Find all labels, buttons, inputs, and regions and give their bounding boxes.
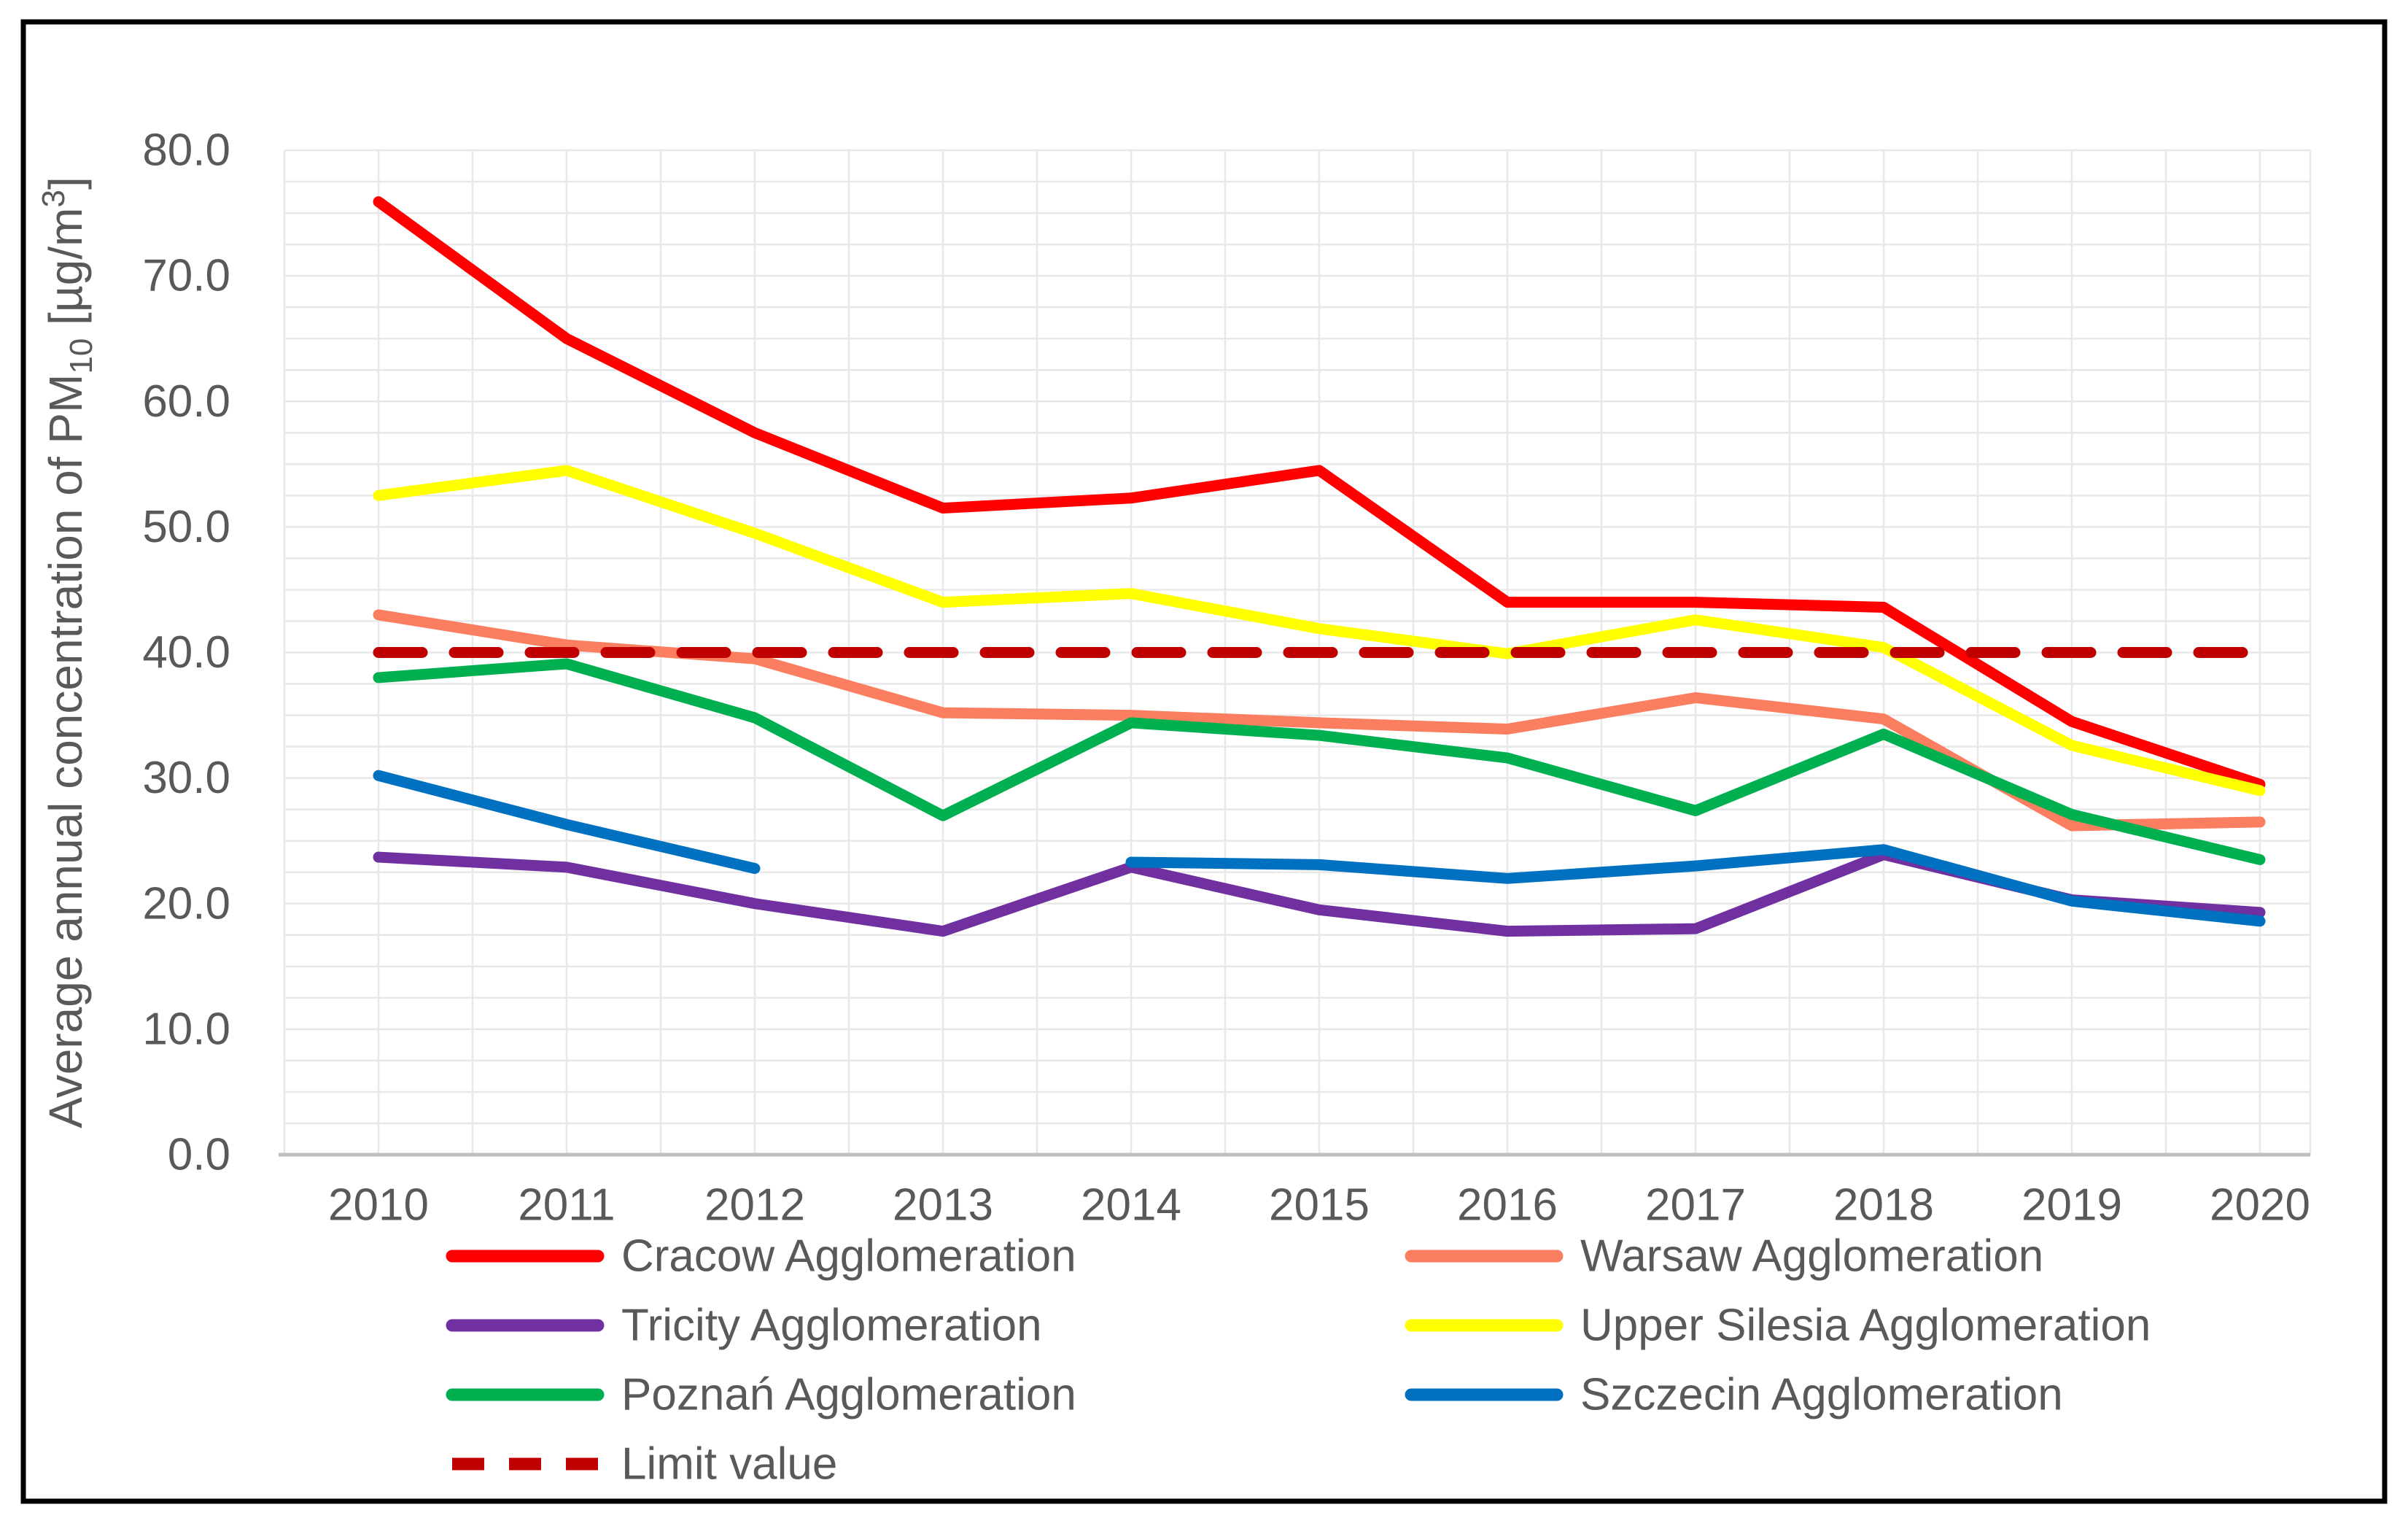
y-axis-tick-labels: 0.0 10.0 20.0 30.0 40.0 50.0 60.0 70.0 80.0 bbox=[142, 125, 230, 1180]
series-line-poznan bbox=[373, 658, 2266, 866]
legend-label-limit: Limit value bbox=[621, 1439, 837, 1490]
x-tick-label: 2015 bbox=[1269, 1180, 1370, 1231]
x-tick-label: 2016 bbox=[1457, 1180, 1558, 1231]
series-line-upper-silesia bbox=[373, 465, 2266, 797]
series-lines bbox=[373, 196, 2266, 937]
series-line-cracow bbox=[373, 196, 2266, 790]
x-tick-label: 2014 bbox=[1081, 1180, 1181, 1231]
x-tick-label: 2020 bbox=[2210, 1180, 2310, 1231]
legend-label-warsaw: Warsaw Agglomeration bbox=[1580, 1231, 2043, 1282]
x-tick-label: 2017 bbox=[1645, 1180, 1746, 1231]
y-tick-label: 40.0 bbox=[142, 627, 230, 678]
y-tick-label: 60.0 bbox=[142, 376, 230, 427]
x-tick-label: 2013 bbox=[893, 1180, 993, 1231]
x-tick-label: 2011 bbox=[518, 1180, 615, 1231]
x-tick-label: 2010 bbox=[328, 1180, 429, 1231]
series-line-szczecin bbox=[1125, 844, 2266, 927]
x-axis-tick-labels: 2010 2011 2012 2013 2014 2015 2016 2017 2018 2019… bbox=[328, 1180, 2310, 1231]
legend-label-cracow: Cracow Agglomeration bbox=[621, 1231, 1076, 1282]
y-tick-label: 0.0 bbox=[168, 1130, 230, 1180]
legend-label-szczecin: Szczecin Agglomeration bbox=[1580, 1370, 2063, 1420]
x-tick-label: 2018 bbox=[1833, 1180, 1934, 1231]
y-tick-label: 20.0 bbox=[142, 878, 230, 929]
y-tick-label: 10.0 bbox=[142, 1004, 230, 1054]
y-tick-label: 50.0 bbox=[142, 502, 230, 552]
series-line-szczecin bbox=[373, 770, 761, 875]
y-axis-title: Average annual concentration of PM10​ [µ… bbox=[36, 177, 99, 1128]
legend-label-poznan: Poznań Agglomeration bbox=[621, 1370, 1076, 1420]
y-tick-label: 80.0 bbox=[142, 125, 230, 176]
x-tick-label: 2012 bbox=[704, 1180, 805, 1231]
y-tick-label: 30.0 bbox=[142, 753, 230, 803]
y-tick-label: 70.0 bbox=[142, 251, 230, 301]
chart-legend: Cracow Agglomeration Tricity Agglomeratio… bbox=[446, 1231, 2151, 1490]
x-tick-label: 2019 bbox=[2021, 1180, 2122, 1231]
figure-border bbox=[20, 19, 2388, 1504]
legend-label-tricity: Tricity Agglomeration bbox=[621, 1301, 1042, 1351]
legend-label-upper-silesia: Upper Silesia Agglomeration bbox=[1580, 1301, 2151, 1351]
